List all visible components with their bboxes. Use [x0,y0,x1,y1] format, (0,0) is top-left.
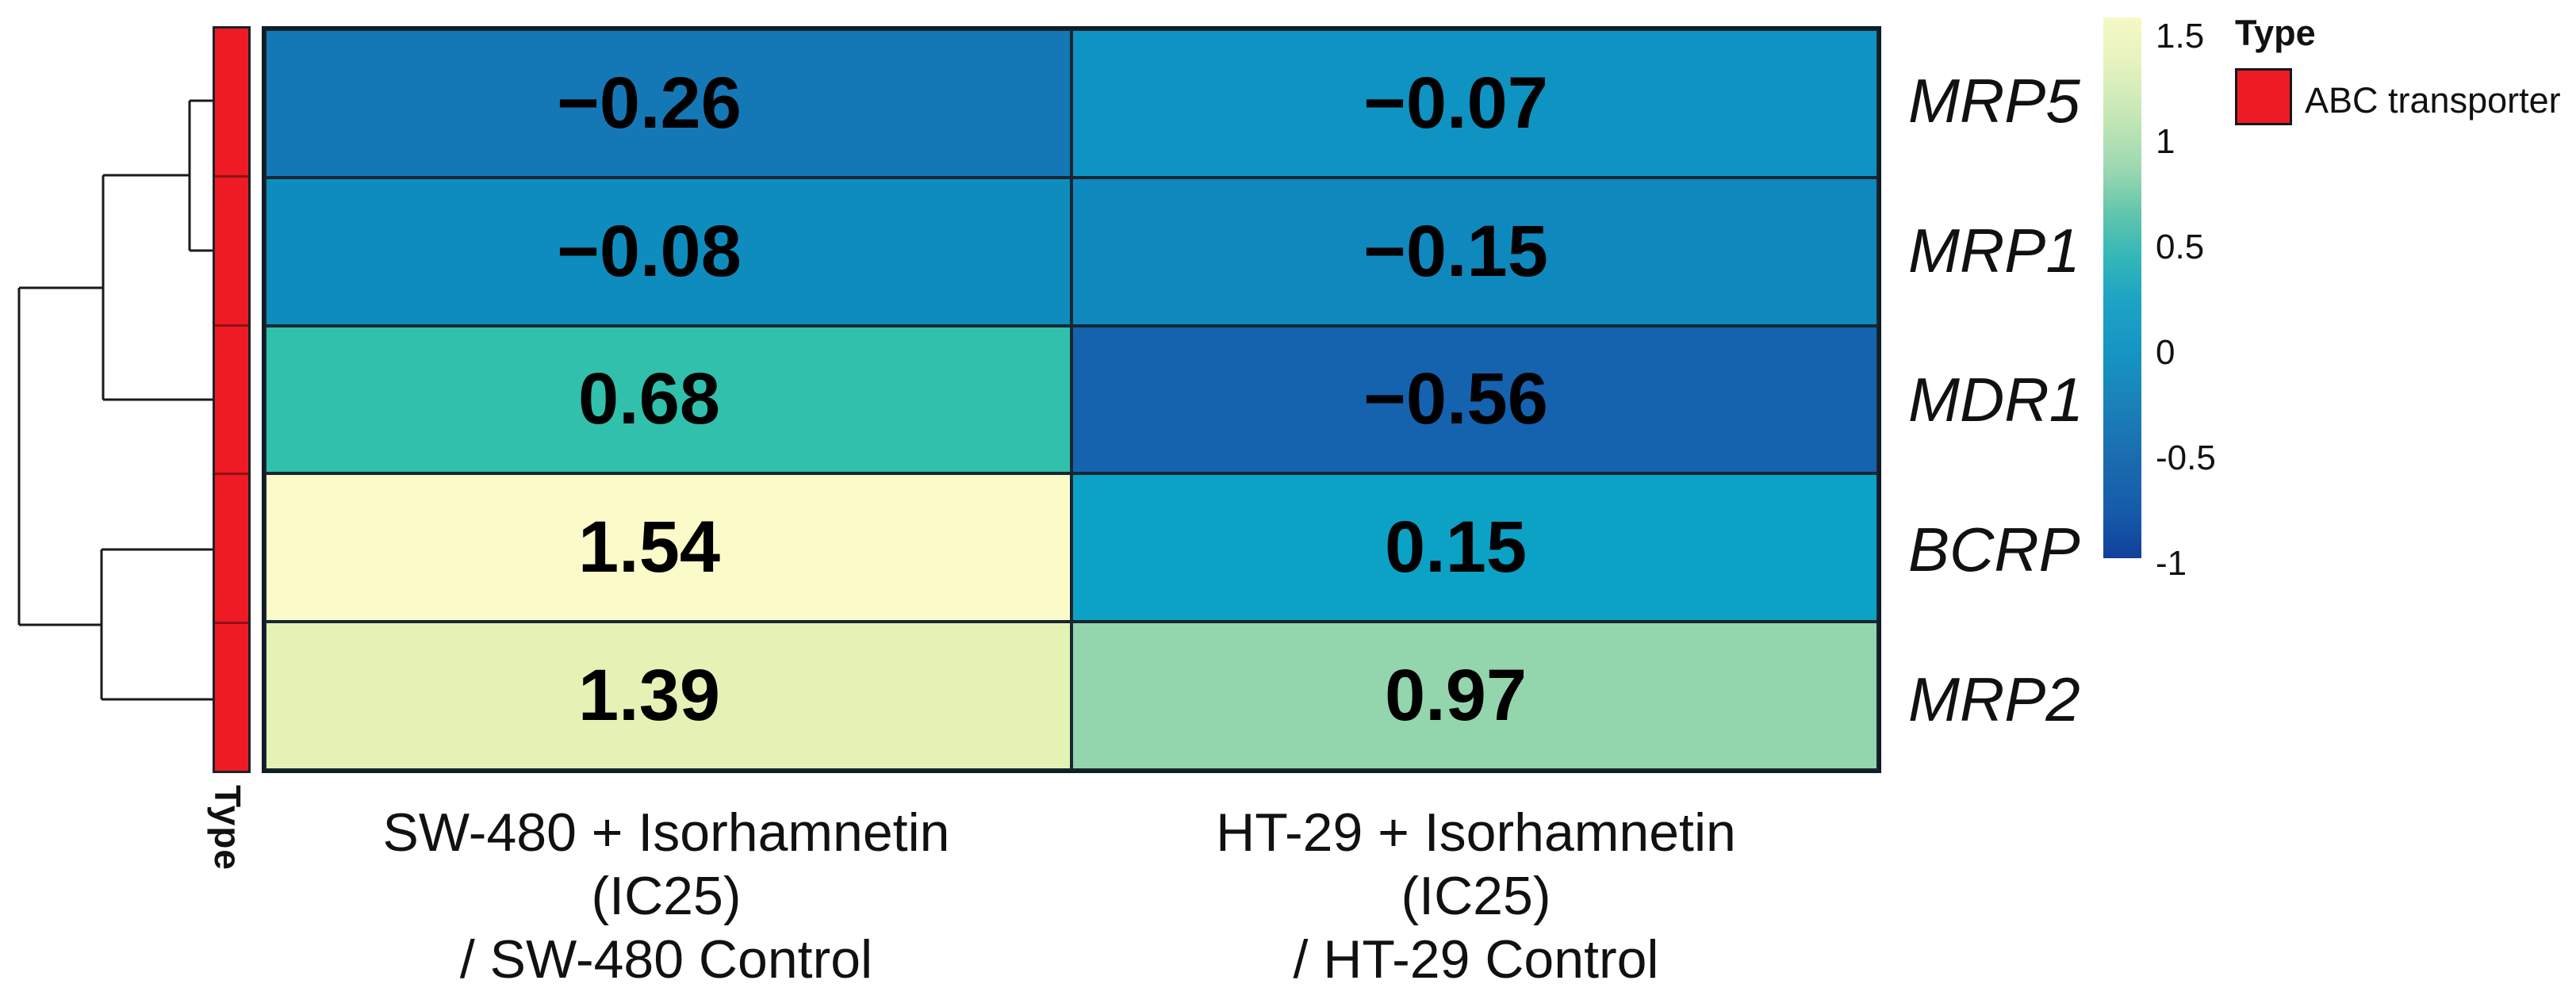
heatmap-cell-bcrp-sw480: 1.54 [265,473,1071,622]
cell-value: −0.56 [1363,358,1548,440]
legend-label-abc-transporter: ABC transporter [2305,80,2561,121]
heatmap-cell-mdr1-ht29: −0.56 [1071,325,1878,474]
cell-value: 1.39 [577,655,721,737]
annotation-segment [215,475,248,625]
heatmap-cell-mrp2-sw480: 1.39 [265,622,1071,770]
cell-value: −0.15 [1363,210,1548,292]
legend-title: Type [2235,13,2316,53]
colorbar-tick: 0 [2156,333,2175,372]
cell-value: −0.08 [557,210,742,292]
cell-value: −0.26 [557,62,742,144]
colorbar-tick: -1 [2156,544,2187,583]
row-label-mrp2: MRP2 [1908,664,2080,734]
heatmap-cell-mrp5-ht29: −0.07 [1071,29,1878,178]
annotation-segment [215,177,248,327]
heatmap-grid: −0.26 −0.07 −0.08 −0.15 0.68 −0.56 1.54 … [262,26,1881,773]
colorbar-tick: -0.5 [2156,438,2216,477]
legend-swatch-abc-transporter [2235,68,2292,125]
annotation-bar-title: Type [207,785,248,871]
column-label-sw480: SW-480 + Isorhamnetin (IC25) / SW-480 Co… [174,801,1158,991]
column-label-line: (IC25) [1401,866,1551,926]
row-label-mrp5: MRP5 [1908,66,2080,136]
row-label-mdr1: MDR1 [1908,365,2084,435]
cell-value: −0.07 [1363,62,1548,144]
colorbar-tick: 1 [2156,122,2175,161]
colorbar-tick: 0.5 [2156,228,2205,266]
row-dendrogram [17,99,213,701]
cell-value: 0.15 [1384,507,1528,588]
heatmap-cell-mrp5-sw480: −0.26 [265,29,1071,178]
heatmap-cell-mrp2-ht29: 0.97 [1071,622,1878,770]
cell-value: 0.97 [1384,655,1528,737]
heatmap-cell-mrp1-ht29: −0.15 [1071,177,1878,326]
annotation-segment [215,326,248,476]
column-label-line: SW-480 + Isorhamnetin [382,802,950,863]
heatmap-cell-mdr1-sw480: 0.68 [265,325,1071,474]
cell-value: 0.68 [577,358,721,440]
colorbar-tick: 1.5 [2156,17,2205,56]
column-label-line: / SW-480 Control [459,929,873,990]
row-label-mrp1: MRP1 [1908,216,2080,285]
column-label-line: HT-29 + Isorhamnetin [1216,802,1736,863]
row-label-bcrp: BCRP [1908,515,2080,584]
column-label-ht29: HT-29 + Isorhamnetin (IC25) / HT-29 Cont… [984,801,1968,991]
row-annotation-bar [213,26,251,773]
annotation-segment [215,29,248,178]
heatmap-cell-bcrp-ht29: 0.15 [1071,473,1878,622]
cell-value: 1.54 [577,507,721,588]
column-label-line: (IC25) [591,866,742,926]
annotation-segment [215,624,248,771]
heatmap-cell-mrp1-sw480: −0.08 [265,177,1071,326]
colorbar [2103,17,2141,558]
column-label-line: / HT-29 Control [1293,929,1659,990]
